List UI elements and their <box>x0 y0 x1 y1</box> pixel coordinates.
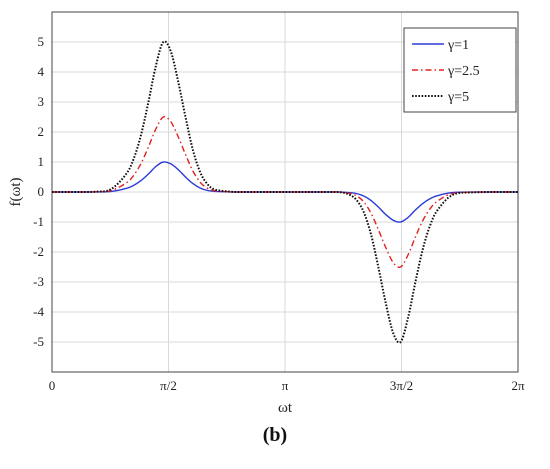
y-axis-label: f(ωt) <box>8 177 24 206</box>
y-tick-label: -5 <box>33 334 44 349</box>
legend-box <box>403 27 517 113</box>
legend: γ=1 γ=2.5 γ=5 <box>403 27 517 113</box>
x-tick-label: 3π/2 <box>390 378 413 393</box>
series-line <box>51 40 519 344</box>
y-tick-label: -3 <box>33 274 44 289</box>
y-tick-label: 3 <box>38 94 45 109</box>
y-tick-label: 5 <box>38 34 45 49</box>
y-tick-label: 2 <box>38 124 45 139</box>
y-tick-label: 0 <box>38 184 45 199</box>
legend-entry: γ=5 <box>447 90 469 105</box>
x-tick-label: 2π <box>511 378 525 393</box>
y-axis-ticks: 5 4 3 2 1 0 -1 -2 -3 -4 -5 <box>33 34 44 349</box>
y-tick-label: -4 <box>33 304 44 319</box>
figure-caption: (b) <box>0 424 550 447</box>
legend-entry: γ=2.5 <box>447 64 480 79</box>
y-tick-label: -1 <box>33 214 44 229</box>
x-axis-ticks: 0 π/2 π 3π/2 2π <box>49 378 525 393</box>
x-tick-label: π/2 <box>160 378 177 393</box>
x-tick-label: π <box>282 378 289 393</box>
y-tick-label: 4 <box>38 64 45 79</box>
y-tick-label: -2 <box>33 244 44 259</box>
legend-entry: γ=1 <box>447 38 469 53</box>
caption-text: (b) <box>262 424 288 446</box>
series-lines <box>51 40 519 344</box>
x-axis-label: ωt <box>278 400 293 416</box>
x-tick-label: 0 <box>49 378 56 393</box>
y-tick-label: 1 <box>38 154 45 169</box>
